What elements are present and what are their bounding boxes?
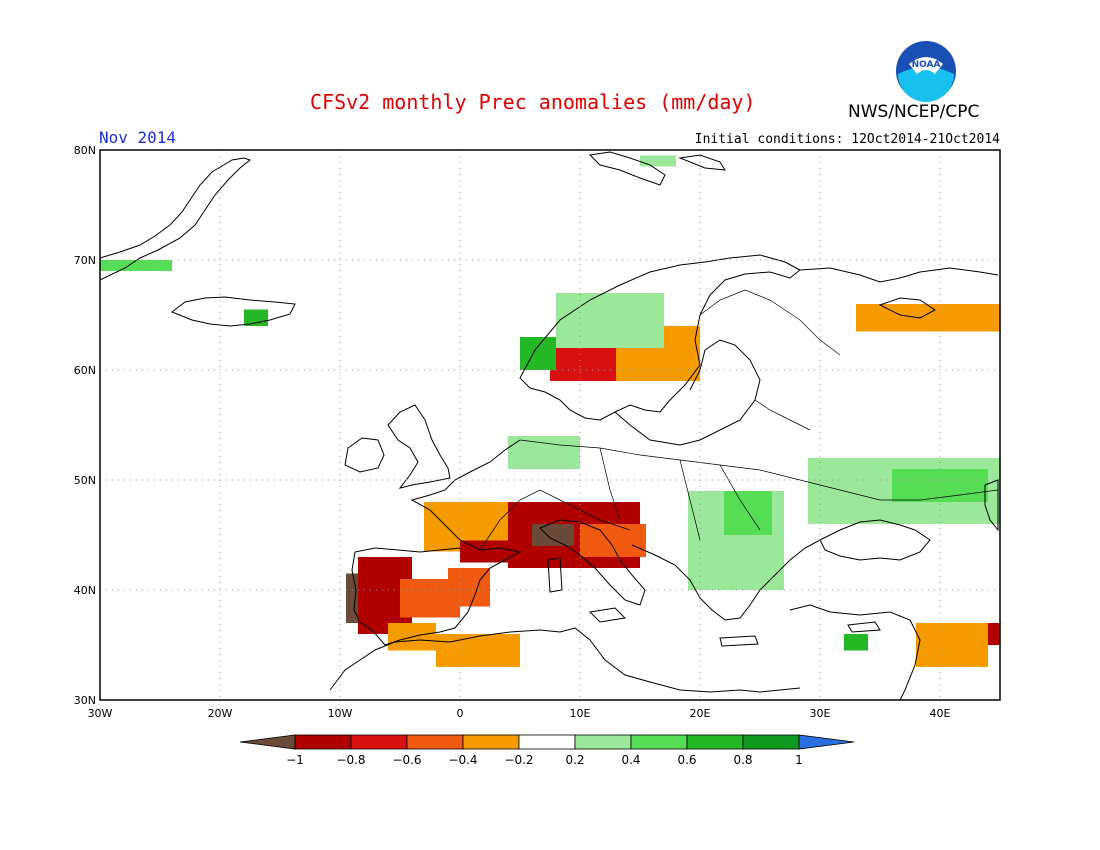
coastline-black-sea — [819, 519, 931, 561]
colorbar: −1 −0.8 −0.6 −0.4 −0.2 0.2 0.4 0.6 0.8 1 — [239, 734, 855, 767]
lon-tick-label: 0 — [457, 707, 464, 720]
border-inland — [479, 439, 999, 551]
anomaly-region-n-italy — [580, 524, 646, 557]
colorbar-left-arrow — [239, 734, 296, 750]
noaa-logo-text: NOAA — [912, 60, 941, 70]
anomaly-region-iraq — [916, 623, 988, 667]
coastline-caspian — [984, 479, 999, 532]
lat-tick-label: 60N — [74, 364, 96, 377]
colorbar-right-arrow — [798, 734, 855, 750]
lat-tick-label: 70N — [74, 254, 96, 267]
coastlines — [99, 151, 999, 701]
anomaly-region-sw-norway — [550, 348, 616, 381]
coastline-europe-west — [410, 439, 521, 551]
anomaly-region-morocco-north — [436, 634, 520, 667]
colorbar-segment — [518, 734, 576, 750]
anomaly-region-russia-wet — [892, 469, 988, 502]
colorbar-segment — [574, 734, 632, 750]
lon-tick-label: 20W — [208, 707, 233, 720]
lon-tick-label: 10W — [328, 707, 353, 720]
lon-tick-label: 20E — [690, 707, 711, 720]
coastline-norway — [519, 254, 801, 421]
lon-tick-label: 30W — [88, 707, 113, 720]
coastline-crete — [719, 635, 759, 647]
colorbar-tick-label: −0.2 — [504, 753, 533, 767]
colorbar-segment — [350, 734, 408, 750]
colorbar-tick-label: 0.8 — [733, 753, 752, 767]
noaa-logo-icon: NOAA — [896, 41, 956, 102]
border-north — [699, 289, 841, 431]
anomaly-region-svalbard — [640, 155, 676, 167]
lat-tick-label: 40N — [74, 584, 96, 597]
anomaly-region-norway-coast — [520, 337, 556, 370]
anomaly-region-russia-north — [856, 304, 1000, 332]
anomaly-region-cyprus — [844, 634, 868, 651]
agency-label: NWS/NCEP/CPC — [848, 102, 980, 122]
coastline-kola — [799, 267, 999, 283]
lat-tick-label: 50N — [74, 474, 96, 487]
lon-tick-label: 30E — [810, 707, 831, 720]
map-frame — [99, 149, 1001, 701]
anomaly-region-hungary-wet — [724, 491, 772, 535]
anomaly-region-norway-wet — [556, 293, 664, 348]
coastline-greenland — [99, 157, 252, 281]
lat-lon-grid — [100, 150, 1000, 700]
colorbar-tick-label: 0.2 — [565, 753, 584, 767]
axis-labels: 30W 20W 10W 0 10E 20E 30E 40E 80N 70N 60N 50N 40N 30N — [74, 144, 951, 720]
anomaly-region-greenland-wet — [100, 260, 172, 271]
colorbar-tick-label: −1 — [286, 753, 304, 767]
coastline-balkans — [631, 539, 821, 621]
coastline-africa-north — [329, 627, 801, 693]
initial-conditions: Initial conditions: 12Oct2014-21Oct2014 — [694, 132, 1000, 147]
lon-tick-label: 10E — [570, 707, 591, 720]
coastline-cyprus — [847, 621, 881, 633]
coastline-sicily — [588, 607, 627, 623]
coastline-svalbard-east — [678, 154, 726, 171]
colorbar-tick-label: −0.8 — [336, 753, 365, 767]
lat-tick-label: 30N — [74, 694, 96, 707]
colorbar-tick-label: −0.4 — [448, 753, 477, 767]
anomaly-region-east-spain — [448, 568, 490, 607]
colorbar-segment — [742, 734, 800, 750]
anomaly-region-iceland-wet — [244, 309, 268, 326]
colorbar-segment — [462, 734, 520, 750]
coastline-britain — [387, 404, 451, 489]
coastline-ireland — [344, 437, 385, 473]
colorbar-tick-label: 1 — [795, 753, 803, 767]
coastline-svalbard — [588, 151, 666, 186]
colorbar-segment — [630, 734, 688, 750]
coastline-white-sea — [878, 297, 936, 319]
lon-tick-label: 40E — [930, 707, 951, 720]
anomaly-region-alps-brown — [532, 524, 574, 546]
colorbar-tick-label: 0.4 — [621, 753, 640, 767]
coastline-turkey — [789, 604, 921, 701]
coastline-italy — [539, 519, 646, 606]
coastline-iceland — [170, 296, 296, 327]
colorbar-segment — [406, 734, 464, 750]
map-title: CFSv2 monthly Prec anomalies (mm/day) — [310, 90, 756, 114]
colorbar-tick-label: −0.6 — [392, 753, 421, 767]
colorbar-segment — [294, 734, 352, 750]
colorbar-tick-label: 0.6 — [677, 753, 696, 767]
forecast-period: Nov 2014 — [99, 128, 177, 147]
colorbar-segment — [686, 734, 744, 750]
anomaly-region-benelux — [508, 436, 580, 469]
lat-tick-label: 80N — [74, 144, 96, 157]
